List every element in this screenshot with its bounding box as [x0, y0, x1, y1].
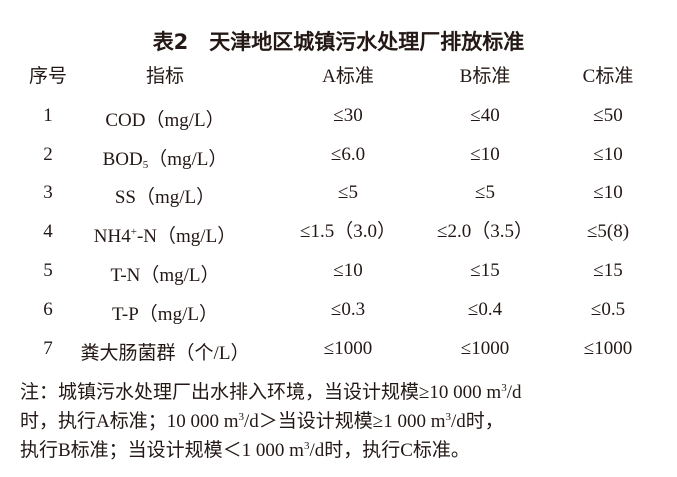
header-no: 序号 — [28, 66, 68, 87]
note-sup: 3 — [501, 382, 507, 394]
table-header-row: 序号 指标 A标准 B标准 C标准 — [0, 62, 677, 92]
table-row: 3 SS（mg/L） ≤5 ≤5 ≤10 — [0, 178, 677, 208]
cell-a: ≤0.3 — [330, 299, 366, 320]
table-row: 2 BOD5（mg/L） ≤6.0 ≤10 ≤10 — [0, 140, 677, 171]
indicator-text: SS（mg/L） — [114, 187, 216, 208]
header-indicator: 指标 — [145, 66, 185, 87]
note-line-1: 注：城镇污水处理厂出水排入环境，当设计规模≥10 000 m3/d — [20, 374, 522, 407]
cell-a: ≤6.0 — [330, 144, 366, 165]
cell-b: ≤40 — [470, 105, 500, 126]
cell-b: ≤5 — [475, 182, 495, 203]
cell-no: 2 — [43, 144, 53, 165]
cell-a: ≤1.5（3.0） — [300, 221, 396, 242]
note-sup: 3 — [238, 411, 245, 423]
note-text: 时，执行A标准；10 000 m — [20, 411, 239, 432]
note-text: /d — [506, 382, 522, 403]
cell-c: ≤50 — [593, 105, 623, 126]
cell-no: 5 — [43, 260, 53, 281]
note-text: /d＞当设计规模≥1 000 m — [244, 411, 446, 432]
note-text: 注：城镇污水处理厂出水排入环境，当设计规模≥10 000 m — [20, 382, 502, 403]
cell-indicator: SS（mg/L） — [115, 178, 215, 218]
cell-c: ≤15 — [593, 260, 623, 281]
cell-indicator: 粪大肠菌群（个/L） — [81, 334, 250, 374]
indicator-sup: + — [130, 226, 137, 238]
cell-a: ≤5 — [338, 182, 358, 203]
note-line-3: 执行B标准；当设计规模＜1 000 m3/d时，执行C标准。 — [20, 432, 470, 465]
cell-indicator: COD（mg/L） — [105, 101, 224, 141]
indicator-sub: 5 — [142, 159, 149, 171]
table-title: 表2 天津地区城镇污水处理厂排放标准 — [152, 30, 525, 54]
table-row: 5 T-N（mg/L） ≤10 ≤15 ≤15 — [0, 256, 677, 286]
cell-indicator: NH4+-N（mg/L） — [94, 217, 236, 257]
cell-b: ≤1000 — [460, 338, 510, 359]
table-row: 7 粪大肠菌群（个/L） ≤1000 ≤1000 ≤1000 — [0, 334, 677, 364]
indicator-text: （mg/L） — [148, 149, 228, 170]
header-c: C标准 — [582, 66, 634, 87]
table-row: 1 COD（mg/L） ≤30 ≤40 ≤50 — [0, 101, 677, 131]
indicator-text: BOD — [102, 149, 143, 170]
cell-b: ≤15 — [470, 260, 500, 281]
note-line-2: 时，执行A标准；10 000 m3/d＞当设计规模≥1 000 m3/d时， — [20, 403, 504, 436]
table-row: 6 T-P（mg/L） ≤0.3 ≤0.4 ≤0.5 — [0, 295, 677, 325]
indicator-text: 粪大肠菌群（个/L） — [80, 343, 250, 364]
cell-indicator: BOD5（mg/L） — [103, 140, 228, 180]
cell-c: ≤1000 — [583, 338, 633, 359]
indicator-text: COD（mg/L） — [105, 110, 225, 131]
cell-b: ≤0.4 — [467, 299, 503, 320]
cell-b: ≤2.0（3.5） — [437, 221, 533, 242]
indicator-text: T-P（mg/L） — [112, 304, 218, 325]
cell-indicator: T-P（mg/L） — [112, 295, 218, 335]
cell-b: ≤10 — [470, 144, 500, 165]
cell-no: 4 — [43, 221, 53, 242]
note-sup: 3 — [303, 440, 310, 452]
cell-c: ≤10 — [593, 182, 623, 203]
cell-c: ≤0.5 — [590, 299, 626, 320]
note-text: 执行B标准；当设计规模＜1 000 m — [20, 440, 304, 461]
cell-indicator: T-N（mg/L） — [110, 256, 219, 296]
cell-c: ≤10 — [593, 144, 623, 165]
indicator-text: -N（mg/L） — [136, 226, 237, 247]
header-a: A标准 — [322, 66, 374, 87]
cell-no: 3 — [43, 182, 53, 203]
note-text: /d时， — [451, 411, 504, 432]
indicator-text: T-N（mg/L） — [110, 265, 220, 286]
cell-a: ≤30 — [333, 105, 363, 126]
cell-a: ≤1000 — [323, 338, 373, 359]
cell-no: 7 — [43, 338, 53, 359]
indicator-text: NH4 — [93, 226, 131, 247]
header-b: B标准 — [459, 66, 511, 87]
cell-no: 1 — [43, 105, 53, 126]
cell-a: ≤10 — [333, 260, 363, 281]
note-sup: 3 — [445, 411, 452, 423]
cell-no: 6 — [43, 299, 53, 320]
table-row: 4 NH4+-N（mg/L） ≤1.5（3.0） ≤2.0（3.5） ≤5(8) — [0, 217, 677, 247]
note-text: /d时，执行C标准。 — [309, 440, 470, 461]
cell-c: ≤5(8) — [586, 221, 630, 242]
